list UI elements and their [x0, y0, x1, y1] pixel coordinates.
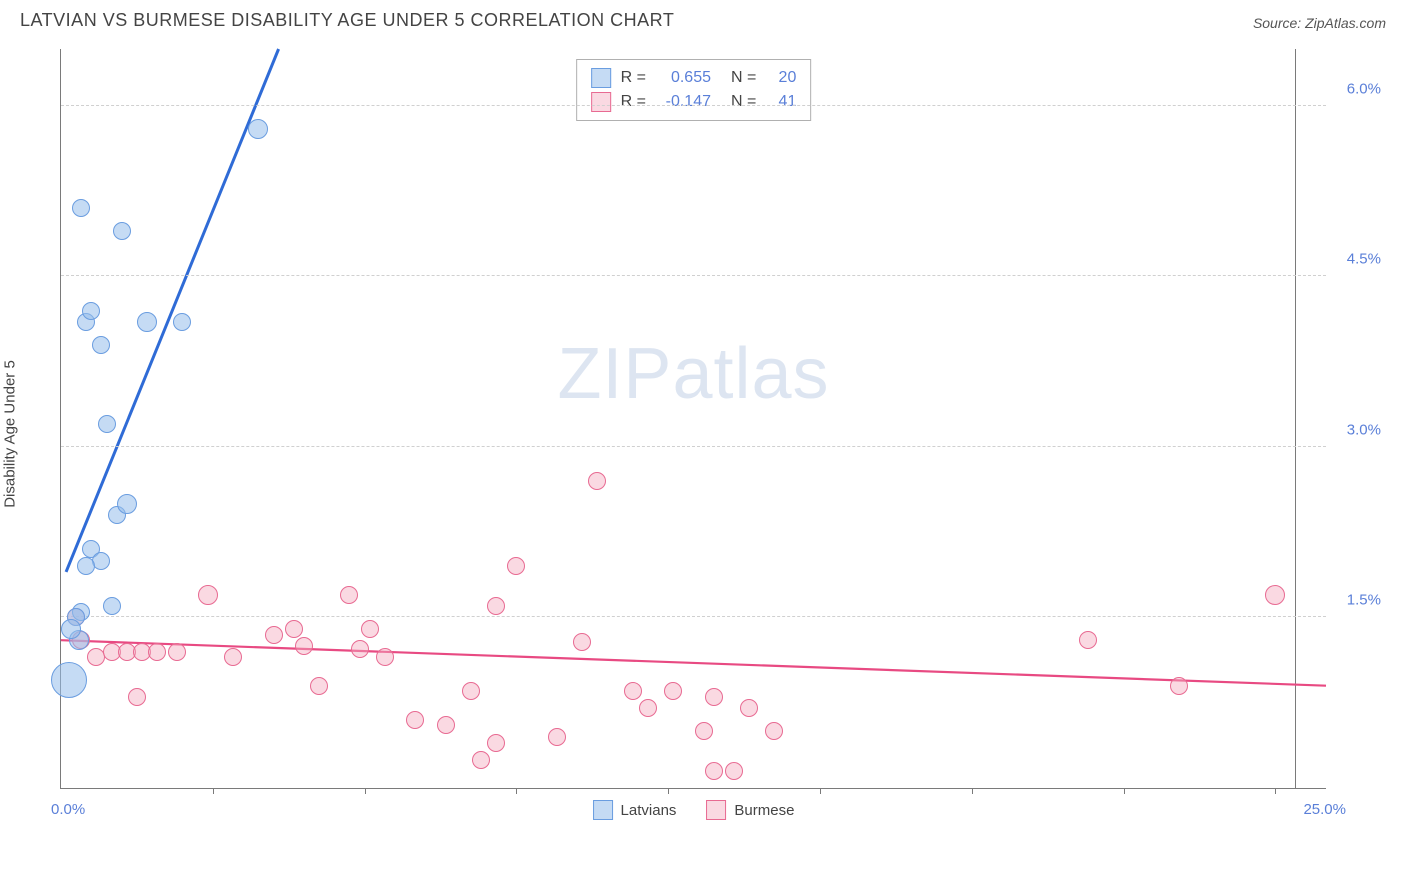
r-value: 0.655: [656, 69, 711, 87]
r-value: -0.147: [656, 93, 711, 111]
y-tick-label: 4.5%: [1347, 251, 1381, 268]
latvians-point: [103, 597, 121, 615]
burmese-point: [765, 722, 783, 740]
latvians-point: [92, 336, 110, 354]
x-tick: [668, 788, 669, 794]
latvians-point: [117, 494, 137, 514]
burmese-point: [128, 688, 146, 706]
x-tick: [1275, 788, 1276, 794]
y-tick-label: 1.5%: [1347, 592, 1381, 609]
legend-swatch: [706, 800, 726, 820]
x-tick: [213, 788, 214, 794]
burmese-point: [588, 472, 606, 490]
n-label: N =: [731, 93, 756, 111]
source-prefix: Source:: [1253, 15, 1305, 31]
x-axis-max-label: 25.0%: [1303, 801, 1346, 818]
burmese-point: [1079, 631, 1097, 649]
x-tick: [1124, 788, 1125, 794]
burmese-point: [351, 640, 369, 658]
burmese-point: [148, 643, 166, 661]
latvians-point: [61, 619, 81, 639]
burmese-point: [1170, 677, 1188, 695]
y-tick-label: 3.0%: [1347, 421, 1381, 438]
burmese-point: [462, 682, 480, 700]
series-swatch: [591, 92, 611, 112]
y-tick-label: 6.0%: [1347, 80, 1381, 97]
gridline: [61, 275, 1326, 276]
legend-swatch: [593, 800, 613, 820]
x-tick: [972, 788, 973, 794]
gridline: [61, 446, 1326, 447]
legend-label: Burmese: [734, 802, 794, 819]
burmese-point: [472, 751, 490, 769]
legend-item-latvians: Latvians: [593, 800, 677, 820]
burmese-point: [310, 677, 328, 695]
trendlines-svg: [61, 49, 1326, 788]
n-value: 41: [766, 93, 796, 111]
legend-label: Latvians: [621, 802, 677, 819]
latvians-point: [137, 312, 157, 332]
burmese-point: [705, 688, 723, 706]
burmese-point: [198, 585, 218, 605]
x-axis-min-label: 0.0%: [51, 801, 85, 818]
series-legend: Latvians Burmese: [593, 800, 795, 820]
x-tick: [516, 788, 517, 794]
r-label: R =: [621, 69, 646, 87]
latvians-point: [113, 222, 131, 240]
latvians-point: [173, 313, 191, 331]
burmese-point: [487, 597, 505, 615]
burmese-trendline: [61, 640, 1326, 685]
burmese-point: [705, 762, 723, 780]
latvians-point: [77, 557, 95, 575]
burmese-point: [376, 648, 394, 666]
burmese-point: [639, 699, 657, 717]
source-attribution: Source: ZipAtlas.com: [1253, 15, 1386, 31]
burmese-point: [624, 682, 642, 700]
burmese-point: [507, 557, 525, 575]
x-tick: [365, 788, 366, 794]
burmese-point: [295, 637, 313, 655]
burmese-point: [285, 620, 303, 638]
burmese-point: [487, 734, 505, 752]
burmese-point: [725, 762, 743, 780]
series-swatch: [591, 68, 611, 88]
stats-row: R = -0.147 N = 41: [591, 90, 797, 114]
x-tick: [820, 788, 821, 794]
latvians-point: [72, 199, 90, 217]
burmese-point: [695, 722, 713, 740]
source-name: ZipAtlas.com: [1305, 15, 1386, 31]
burmese-point: [664, 682, 682, 700]
stats-row: R = 0.655 N = 20: [591, 66, 797, 90]
latvians-point: [248, 119, 268, 139]
burmese-point: [573, 633, 591, 651]
burmese-point: [1265, 585, 1285, 605]
burmese-point: [265, 626, 283, 644]
chart-wrapper: Disability Age Under 5 ZIPatlas R =0.655…: [20, 39, 1386, 829]
burmese-point: [361, 620, 379, 638]
burmese-point: [168, 643, 186, 661]
burmese-point: [740, 699, 758, 717]
plot-area: ZIPatlas R =0.655N =20R =-0.147N =41 0.0…: [60, 49, 1326, 789]
stats-legend-box: R = 0.655 N = 20 R = -0.147 N = 41: [576, 59, 812, 121]
legend-item-burmese: Burmese: [706, 800, 794, 820]
burmese-point: [548, 728, 566, 746]
burmese-point: [437, 716, 455, 734]
latvians-point: [82, 302, 100, 320]
burmese-point: [224, 648, 242, 666]
gridline: [61, 105, 1326, 106]
r-label: R =: [621, 93, 646, 111]
burmese-point: [406, 711, 424, 729]
burmese-point: [340, 586, 358, 604]
latvians-point: [51, 662, 87, 698]
y-axis-label: Disability Age Under 5: [2, 360, 19, 508]
n-label: N =: [731, 69, 756, 87]
header: LATVIAN VS BURMESE DISABILITY AGE UNDER …: [0, 0, 1406, 39]
chart-title: LATVIAN VS BURMESE DISABILITY AGE UNDER …: [20, 10, 674, 31]
gridline: [61, 616, 1326, 617]
n-value: 20: [766, 69, 796, 87]
latvians-point: [98, 415, 116, 433]
